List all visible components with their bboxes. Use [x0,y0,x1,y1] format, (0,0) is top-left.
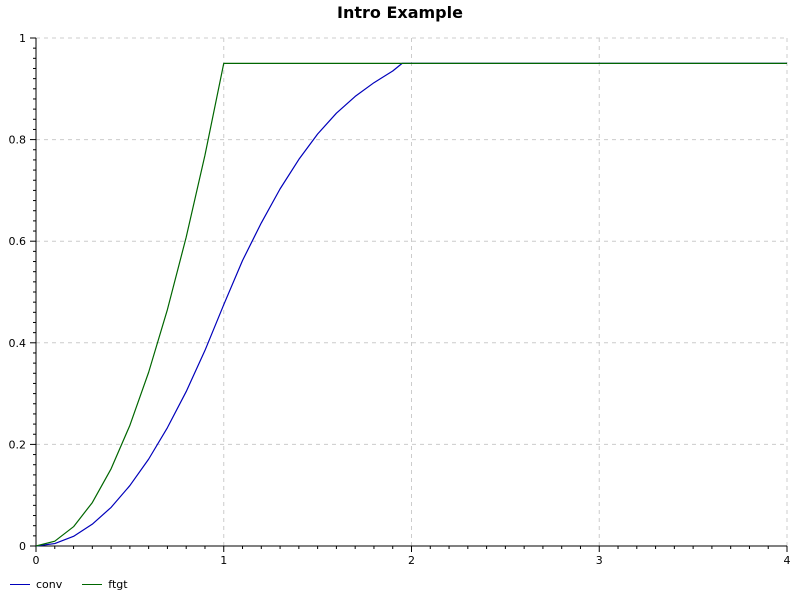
legend-swatch [82,583,103,585]
grid [36,37,788,546]
y-tick-label: 0.2 [9,438,27,451]
y-tick-label: 0 [19,540,26,553]
legend-swatch [10,583,30,585]
series-lines [35,62,787,547]
y-tick-label: 0.4 [9,337,27,350]
axes: 0 1 2 3 4 0 0.2 0.4 0.6 0.8 1 [9,32,791,567]
legend-item-ftgt: ftgt [82,577,128,591]
legend-item-conv: conv [10,578,62,591]
y-tick-label: 0.6 [9,235,27,248]
legend-label: conv [36,577,63,591]
x-tick-label: 4 [784,554,791,567]
x-tick-label: 0 [33,554,40,567]
x-tick-label: 3 [596,554,603,567]
x-tick-label: 2 [408,554,415,567]
legend-label: ftgt [108,577,128,591]
x-tick-label: 1 [220,554,227,567]
y-tick-label: 0.8 [9,134,27,147]
chart-title: Intro Example [337,3,463,22]
series-line-ftgt [35,62,787,547]
y-tick-label: 1 [19,32,26,45]
legend: conv ftgt [10,575,148,593]
